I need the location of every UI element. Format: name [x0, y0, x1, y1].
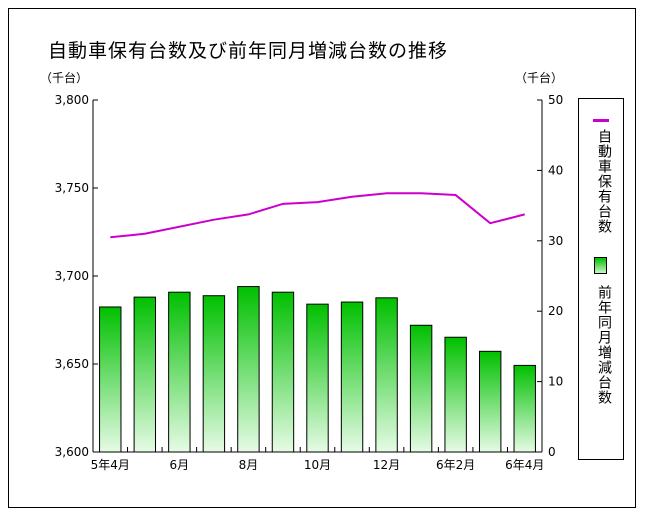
bar	[133, 296, 157, 453]
bar	[513, 364, 536, 453]
right-tick-label: 0	[548, 445, 556, 459]
bar	[340, 301, 364, 453]
bar	[478, 350, 502, 453]
x-tick-label: 6年2月	[436, 458, 475, 472]
chart-title: 自動車保有台数及び前年同月増減台数の推移	[48, 40, 449, 62]
left-tick-label: 3,650	[55, 357, 89, 371]
left-tick-label: 3,600	[55, 445, 89, 459]
bar	[409, 324, 433, 453]
bar	[202, 295, 226, 453]
legend-bar-label: 前年同月増減台数	[596, 285, 612, 405]
right-tick-label: 30	[548, 234, 563, 248]
bar	[375, 297, 398, 453]
x-tick-label: 8月	[239, 458, 259, 472]
right-tick-label: 40	[548, 163, 563, 177]
right-tick-label: 50	[548, 93, 563, 107]
right-tick-label: 10	[548, 375, 563, 389]
x-tick-label: 5年4月	[91, 458, 130, 472]
bar	[306, 303, 329, 453]
x-tick-label: 6年4月	[505, 458, 544, 472]
left-tick-label: 3,800	[55, 93, 89, 107]
legend-line-label: 自動車保有台数	[596, 129, 612, 234]
bar	[271, 291, 295, 453]
left-tick-label: 3,700	[55, 269, 89, 283]
legend-bar-swatch	[594, 257, 607, 274]
x-tick-label: 6月	[170, 458, 190, 472]
bar	[168, 291, 191, 453]
x-tick-label: 10月	[304, 458, 331, 472]
bar	[99, 306, 122, 453]
right-tick-label: 20	[548, 304, 563, 318]
series-line	[110, 192, 525, 239]
legend-line-swatch	[593, 119, 609, 122]
left-tick-label: 3,750	[55, 181, 89, 195]
right-axis-unit: （千台）	[515, 70, 563, 85]
x-tick-label: 12月	[373, 458, 400, 472]
left-axis-unit: （千台）	[40, 70, 88, 85]
bar	[237, 286, 260, 453]
legend: 自動車保有台数 前年同月増減台数	[578, 98, 624, 460]
bar	[444, 336, 467, 453]
